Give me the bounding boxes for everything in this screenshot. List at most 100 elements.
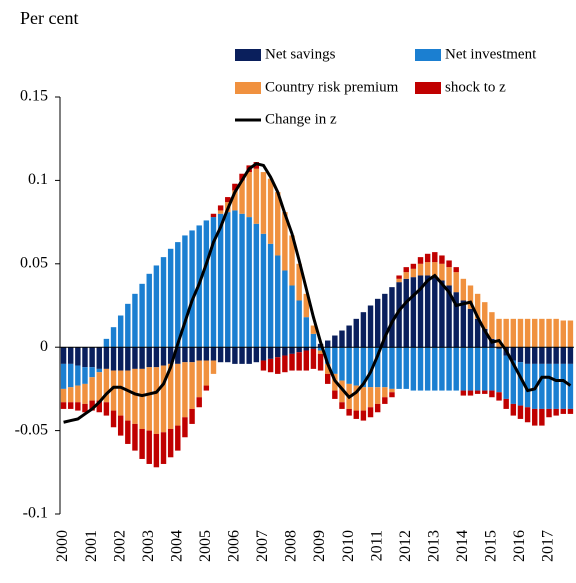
bar-segment — [182, 417, 188, 438]
bar-segment — [125, 347, 131, 371]
bar-segment — [217, 210, 224, 214]
x-tick-label: 2009 — [311, 530, 328, 562]
bar-segment — [374, 298, 381, 348]
bar-segment — [339, 380, 345, 403]
x-tick-label: 2006 — [226, 530, 243, 562]
bar-segment — [503, 398, 509, 409]
bar-segment — [160, 347, 167, 366]
bar-segment — [403, 272, 409, 279]
bar-segment — [82, 383, 88, 404]
bar-segment — [510, 347, 517, 361]
bar-segment — [353, 410, 359, 419]
bar-segment — [260, 172, 267, 234]
bar-segment — [89, 367, 95, 378]
bar-segment — [203, 385, 210, 391]
bar-segment — [532, 318, 538, 348]
bar-segment — [275, 192, 281, 256]
bar-segment — [496, 318, 502, 348]
bar-segment — [189, 347, 195, 363]
bar-segment — [410, 347, 417, 391]
bar-segment — [467, 285, 474, 309]
legend-label: Country risk premium — [265, 79, 399, 95]
bar-segment — [374, 403, 381, 413]
bar-segment — [546, 408, 552, 418]
bar-segment — [60, 402, 67, 409]
bar-segment — [524, 347, 531, 364]
y-tick-label: 0.1 — [28, 171, 48, 188]
bar-segment — [303, 317, 310, 348]
bar-segment — [539, 347, 545, 364]
bar-segment — [439, 347, 445, 391]
legend-label: Net savings — [265, 46, 336, 62]
bar-segment — [232, 183, 238, 191]
bar-segment — [117, 315, 124, 348]
bar-segment — [182, 235, 188, 348]
bar-segment — [253, 168, 260, 224]
bar-segment — [310, 348, 317, 369]
bar-segment — [489, 390, 495, 398]
bar-segment — [482, 328, 488, 348]
bar-segment — [103, 402, 110, 416]
bar-segment — [310, 347, 317, 349]
y-tick-label: 0.05 — [20, 254, 48, 271]
bar-segment — [360, 347, 367, 388]
bar-segment — [146, 347, 152, 368]
x-tick-label: 2014 — [454, 530, 471, 562]
legend-swatch — [415, 82, 441, 94]
bar-segment — [553, 408, 559, 416]
bar-segment — [432, 262, 438, 278]
bar-segment — [424, 262, 431, 276]
bar-segment — [217, 347, 224, 363]
bar-segment — [467, 308, 474, 348]
bar-segment — [232, 210, 238, 348]
bar-segment — [267, 243, 274, 348]
y-tick-label: -0.1 — [23, 505, 48, 522]
bar-segment — [453, 292, 459, 348]
bar-segment — [403, 278, 409, 348]
bar-segment — [396, 347, 402, 389]
bar-segment — [453, 267, 459, 273]
bar-segment — [239, 180, 245, 214]
bar-segment — [439, 263, 445, 281]
bar-segment — [417, 263, 424, 276]
bar-segment — [232, 347, 238, 364]
bar-segment — [510, 360, 517, 404]
bar-segment — [467, 347, 474, 391]
bar-segment — [146, 430, 152, 464]
bar-segment — [553, 363, 559, 409]
bar-segment — [146, 367, 152, 431]
bar-segment — [339, 402, 345, 409]
bar-segment — [96, 347, 102, 369]
bar-segment — [324, 340, 331, 348]
bar-segment — [296, 352, 302, 371]
bar-segment — [332, 390, 338, 399]
bar-segment — [153, 265, 160, 348]
bar-segment — [275, 357, 281, 374]
bar-segment — [567, 347, 574, 364]
bar-segment — [382, 397, 388, 404]
bar-segment — [153, 433, 160, 468]
bar-segment — [117, 347, 124, 371]
x-tick-label: 2007 — [254, 530, 271, 562]
bar-segment — [89, 377, 95, 401]
bar-segment — [96, 372, 102, 401]
y-axis-label: Per cent — [20, 8, 78, 28]
bar-segment — [353, 385, 359, 411]
bar-segment — [60, 388, 67, 403]
bar-segment — [232, 190, 238, 211]
bar-segment — [432, 252, 438, 263]
bar-segment — [246, 172, 252, 218]
bar-segment — [424, 347, 431, 391]
bar-segment — [75, 385, 81, 403]
bar-segment — [67, 347, 74, 364]
bar-segment — [367, 347, 374, 388]
bar-segment — [303, 293, 310, 318]
legend-label: Change in z — [265, 111, 337, 127]
bar-segment — [532, 347, 538, 364]
bar-segment — [403, 267, 409, 273]
bar-segment — [374, 387, 381, 404]
bar-segment — [203, 360, 210, 386]
x-tick-label: 2013 — [425, 530, 442, 562]
bar-segment — [346, 408, 352, 416]
bar-segment — [317, 350, 324, 354]
